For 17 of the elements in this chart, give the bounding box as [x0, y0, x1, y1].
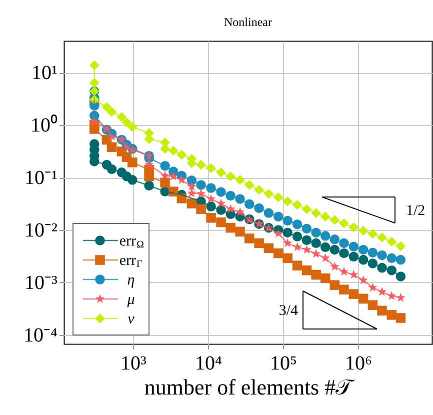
x-axis-title: number of elements #𝒯	[144, 374, 356, 400]
y-tick-label: 10⁰	[30, 114, 58, 137]
y-tick-label: 10⁻¹	[24, 167, 58, 189]
y-tick-label: 10⁻³	[24, 272, 58, 294]
legend-label: η	[127, 272, 135, 288]
y-tick-label: 10⁻²	[24, 219, 58, 242]
x-tick-label: 10⁴	[195, 352, 222, 374]
legend-label: ν	[128, 312, 135, 328]
x-tick-label: 10³	[120, 352, 147, 374]
x-tick-label: 10⁵	[270, 352, 298, 374]
y-tick-label: 10⁻⁴	[24, 324, 58, 346]
legend-label: μ	[126, 292, 136, 308]
annotation: 3/4	[278, 303, 298, 319]
x-tick-label: 10⁶	[345, 352, 372, 374]
chart-title: Nonlinear	[224, 15, 272, 29]
annotation: 1/2	[406, 203, 426, 219]
y-tick-label: 10¹	[32, 62, 58, 84]
